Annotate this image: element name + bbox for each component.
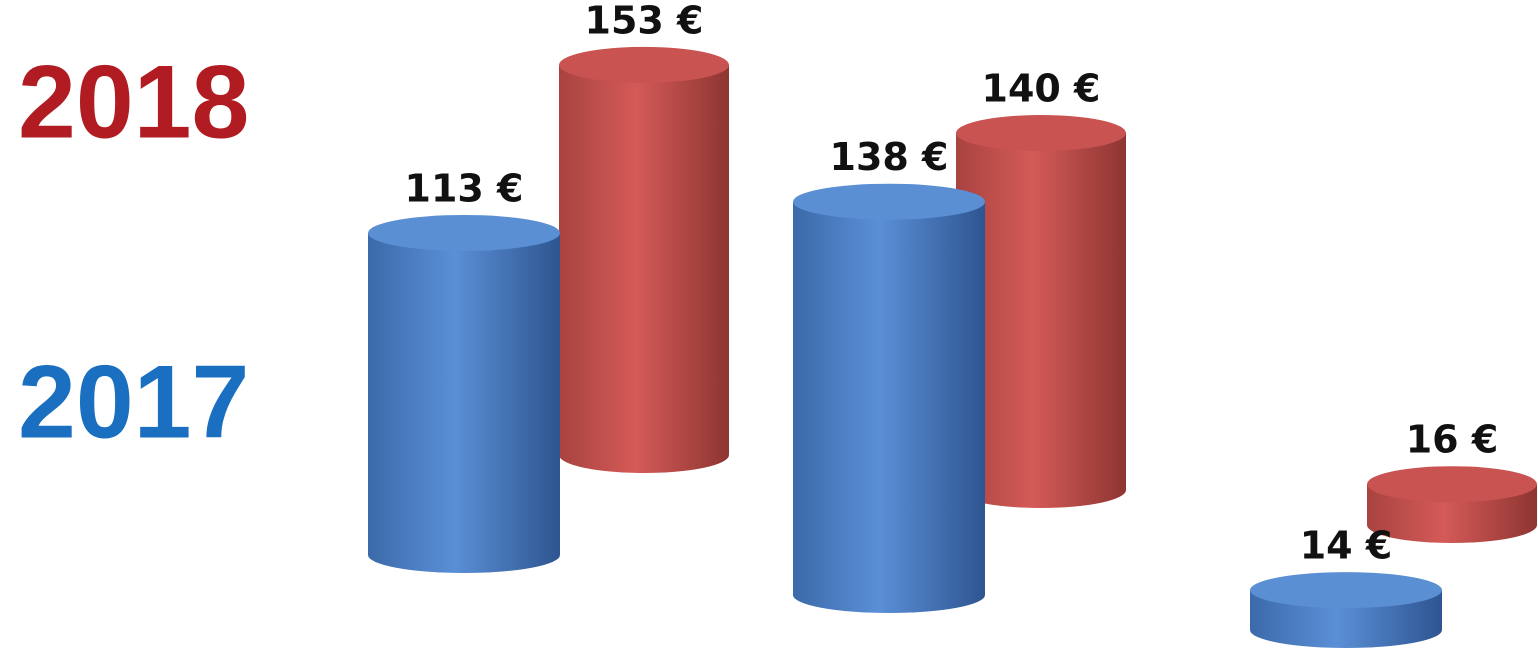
cylinder-top	[793, 183, 985, 220]
legend-2017: 2017	[18, 344, 249, 460]
cylinder-top	[1367, 466, 1537, 503]
legend-2018: 2018	[18, 44, 249, 160]
cylinder-top	[956, 115, 1126, 151]
value-label: 113 €	[405, 166, 524, 210]
cylinder-body	[956, 133, 1126, 508]
value-label: 14 €	[1300, 524, 1393, 568]
value-label: 153 €	[585, 0, 704, 42]
cylinder-top	[559, 46, 729, 83]
value-label: 16 €	[1406, 418, 1499, 462]
cylinder-top	[368, 214, 560, 251]
cylinder-top	[1250, 572, 1442, 609]
cylinder-body	[368, 232, 560, 573]
cylinder-body	[559, 64, 729, 473]
value-label: 140 €	[982, 67, 1101, 111]
value-label: 138 €	[830, 135, 949, 179]
cylinder-body	[793, 201, 985, 613]
